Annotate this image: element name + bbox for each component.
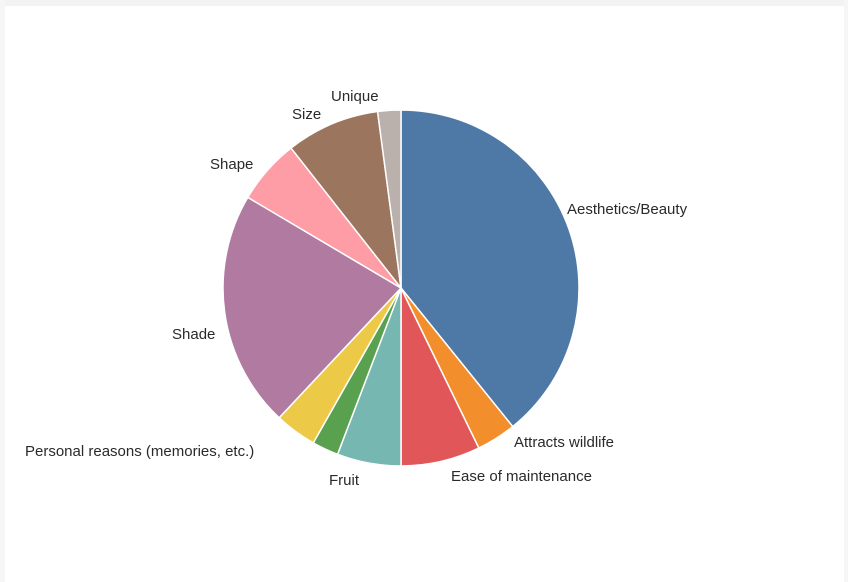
label-personal-reasons: Personal reasons (memories, etc.): [25, 443, 254, 460]
pie-slices: [222, 109, 580, 467]
right-edge: [844, 0, 848, 582]
pie-slice-unique-9: [376, 109, 402, 289]
label-attracts-wildlife: Attracts wildlife: [514, 434, 614, 451]
pie-slice-size-8: [289, 110, 403, 291]
label-size: Size: [292, 106, 321, 123]
label-fruit: Fruit: [329, 472, 360, 489]
pie-slice-aesthetics-beauty-0: [400, 109, 580, 428]
pie-slice-shade-6: [222, 196, 403, 419]
label-unique: Unique: [331, 88, 379, 105]
top-edge: [0, 0, 848, 6]
pie-labels: Aesthetics/Beauty Attracts wildlife Ease…: [25, 88, 688, 489]
label-ease-of-maintenance: Ease of maintenance: [451, 468, 592, 485]
label-aesthetics-beauty: Aesthetics/Beauty: [567, 201, 688, 218]
label-shade: Shade: [172, 326, 215, 343]
left-edge: [0, 0, 5, 582]
label-shape: Shape: [210, 156, 253, 173]
